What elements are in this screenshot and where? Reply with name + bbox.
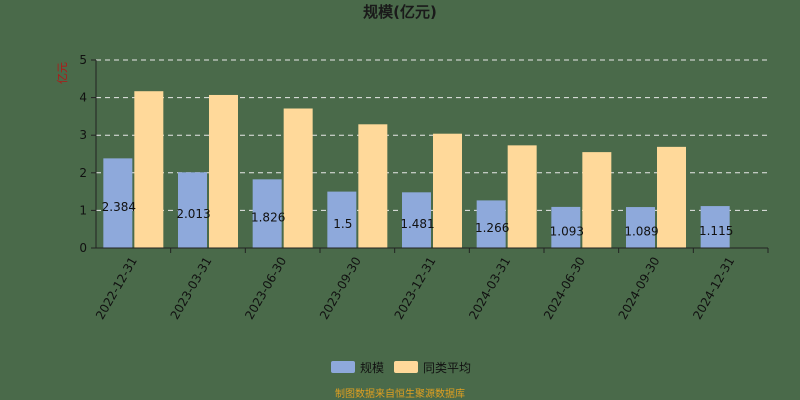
x-tick-label: 2023-03-31	[168, 255, 215, 322]
source-footer: 制图数据来自恒生聚源数据库	[335, 387, 465, 400]
bar-peer-average	[507, 145, 537, 248]
data-labels: 2.384 2.013 1.826 1.5 1.481 1.266 1.093 1.089 1.…	[102, 200, 734, 238]
x-tick-label: 2023-06-30	[242, 255, 289, 322]
data-label: 1.826	[251, 211, 285, 225]
x-tick-label: 2024-06-30	[541, 255, 588, 322]
y-tick-label: 2	[79, 166, 87, 180]
bar-scale	[178, 172, 207, 248]
data-label: 1.266	[475, 221, 509, 235]
legend: 规模 同类平均	[331, 360, 471, 375]
bar-scale	[327, 191, 357, 248]
y-tick-label: 5	[79, 53, 87, 67]
chart-title: 规模(亿元)	[363, 3, 437, 21]
bar-scale	[476, 200, 506, 248]
y-tick-label: 0	[79, 241, 87, 255]
x-tick-label: 2023-09-30	[317, 255, 364, 322]
bar-scale	[252, 179, 282, 248]
legend-swatch	[394, 361, 418, 373]
bars	[103, 91, 730, 248]
legend-swatch	[331, 361, 355, 373]
y-axis-unit: 亿元	[56, 62, 69, 84]
data-label: 1.089	[624, 225, 658, 239]
bar-peer-average	[209, 94, 238, 248]
y-tick-label: 1	[79, 203, 87, 217]
bar-peer-average	[358, 124, 388, 248]
bar-peer-average	[433, 133, 462, 248]
bar-peer-average	[134, 91, 164, 248]
bar-peer-average	[657, 146, 686, 248]
x-tick-label: 2024-09-30	[616, 255, 663, 322]
bar-peer-average	[283, 108, 313, 248]
bar-scale	[626, 207, 655, 248]
data-label: 2.013	[176, 207, 210, 221]
data-label: 1.5	[333, 217, 352, 231]
data-label: 1.481	[400, 217, 434, 231]
bar-scale	[551, 206, 581, 248]
legend-label: 同类平均	[423, 361, 471, 375]
data-label: 1.093	[550, 224, 584, 238]
gridlines	[96, 59, 768, 211]
legend-label: 规模	[360, 360, 384, 375]
bar-peer-average	[582, 152, 612, 248]
x-tick-label: 2023-12-31	[392, 255, 439, 322]
bar-scale	[103, 158, 133, 248]
data-label: 1.115	[699, 224, 733, 238]
x-tick-label: 2022-12-31	[93, 255, 140, 322]
bar-scale	[402, 192, 431, 248]
x-tick-label: 2024-12-31	[690, 255, 737, 322]
y-tick-label: 4	[79, 91, 87, 105]
x-tick-label: 2024-03-31	[466, 255, 513, 322]
data-label: 2.384	[102, 200, 136, 214]
y-tick-label: 3	[79, 128, 87, 142]
bar-scale	[700, 206, 730, 248]
